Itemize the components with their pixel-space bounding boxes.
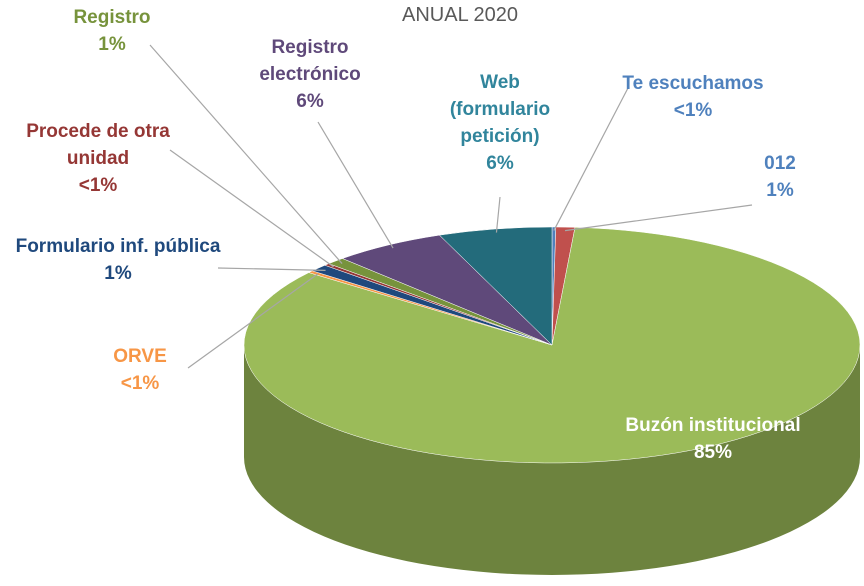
leader-line xyxy=(564,204,753,232)
label-value: 6% xyxy=(296,91,324,112)
label-name: Te escuchamos xyxy=(622,73,764,94)
leader-line xyxy=(169,149,334,268)
data-label: Registro electrónico 6% xyxy=(245,34,375,115)
slice xyxy=(438,226,553,346)
label-value: 1% xyxy=(766,180,794,201)
label-value: 6% xyxy=(486,153,514,174)
leader-line xyxy=(553,87,629,231)
chart-title: ANUAL 2020 xyxy=(402,4,518,26)
label-value: <1% xyxy=(673,100,713,121)
leader-line xyxy=(187,273,319,369)
data-label: Registro 1% xyxy=(62,4,162,58)
leader-line xyxy=(495,196,501,233)
leader-line xyxy=(317,121,394,249)
label-name: Procede de otra unidad xyxy=(26,121,170,169)
label-value: <1% xyxy=(78,175,118,196)
data-label: ORVE <1% xyxy=(80,343,200,397)
label-name: Web (formulario petición) xyxy=(449,72,551,147)
leader-line xyxy=(217,267,326,271)
data-label: Formulario inf. pública 1% xyxy=(13,233,223,287)
data-label: Procede de otra unidad <1% xyxy=(0,118,198,199)
data-label: Buzón institucional 85% xyxy=(593,412,833,466)
label-name: Buzón institucional xyxy=(625,415,801,436)
label-name: ORVE xyxy=(113,346,167,367)
label-value: 85% xyxy=(693,442,733,463)
data-label: Web (formulario petición) 6% xyxy=(435,69,565,177)
data-label: Te escuchamos <1% xyxy=(593,70,793,124)
slice-side xyxy=(244,345,860,575)
data-label: 012 1% xyxy=(740,150,820,204)
label-value: 1% xyxy=(104,263,132,284)
label-name: Registro xyxy=(73,7,151,28)
label-value: 1% xyxy=(98,34,126,55)
label-value: <1% xyxy=(120,373,160,394)
leader-line xyxy=(149,44,343,264)
label-name: 012 xyxy=(764,153,796,174)
label-name: Formulario inf. pública xyxy=(15,236,221,257)
label-name: Registro electrónico xyxy=(259,37,361,85)
